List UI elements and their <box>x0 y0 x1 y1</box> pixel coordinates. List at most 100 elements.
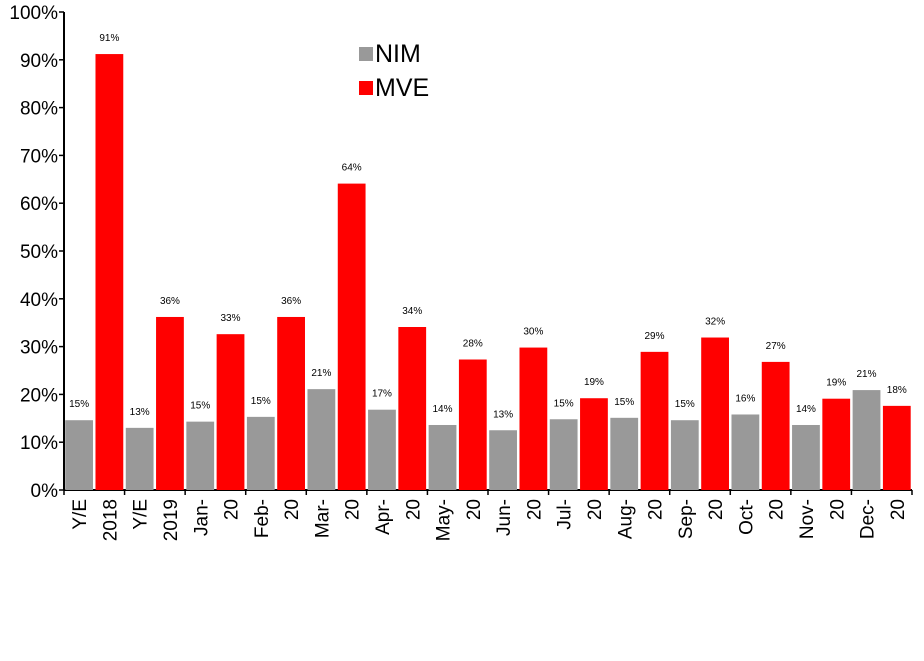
bar-nim-13 <box>852 390 881 490</box>
x-tick-label: 20 <box>524 499 545 520</box>
bar-nim-0 <box>65 420 93 490</box>
x-tick-label: 20 <box>646 499 667 520</box>
bar-mve-9 <box>640 351 669 490</box>
bars <box>65 54 911 491</box>
bar-nim-1 <box>125 427 154 490</box>
x-tick-label: Jan- <box>191 499 212 536</box>
y-tick-label: 10% <box>20 433 58 454</box>
bar-mve-5 <box>398 327 427 490</box>
data-label-nim-10: 15% <box>675 399 695 410</box>
bar-nim-10 <box>670 420 699 490</box>
bar-nim-4 <box>307 389 336 490</box>
data-label-mve-2: 33% <box>221 313 241 324</box>
bar-mve-4 <box>337 183 366 491</box>
data-label-nim-5: 17% <box>372 389 392 400</box>
bar-nim-6 <box>428 424 457 490</box>
bar-nim-5 <box>368 409 396 490</box>
y-axis: 0% 10% 20% 30% 40% 50% 60% 70% 80% 90% 100% <box>9 3 65 502</box>
bar-nim-12 <box>792 424 820 490</box>
x-tick-label: 20 <box>888 499 909 520</box>
data-label-mve-8: 19% <box>584 377 604 388</box>
y-tick-label: 80% <box>20 99 58 120</box>
bar-mve-2 <box>216 334 245 490</box>
x-tick-label: Sep- <box>676 499 697 539</box>
y-tick-label: 40% <box>20 290 58 311</box>
bar-nim-2 <box>186 421 215 490</box>
data-label-nim-6: 14% <box>433 404 453 415</box>
x-tick-label: 20 <box>403 499 424 520</box>
bar-mve-13 <box>882 405 911 490</box>
data-label-nim-2: 15% <box>190 401 210 412</box>
data-label-nim-3: 15% <box>251 396 271 407</box>
y-tick-label: 30% <box>20 338 58 359</box>
data-label-nim-13: 21% <box>857 369 877 380</box>
x-tick-label: Oct- <box>736 499 757 535</box>
data-label-mve-1: 36% <box>160 296 180 307</box>
bar-mve-7 <box>519 347 548 490</box>
data-label-nim-7: 13% <box>493 409 513 420</box>
legend: NIM MVE <box>359 40 429 102</box>
bar-nim-3 <box>246 416 275 490</box>
x-axis: Y/E 2018 Y/E 2019 Jan- 20 Feb- 20 Mar- 20 Apr- 20 Ma… <box>63 489 913 541</box>
bar-nim-9 <box>610 417 639 490</box>
data-label-nim-8: 15% <box>554 398 574 409</box>
y-tick-label: 60% <box>20 194 58 215</box>
y-tick-label: 100% <box>9 3 58 24</box>
x-tick-label: Aug- <box>615 499 636 539</box>
bar-mve-11 <box>761 361 790 490</box>
data-label-nim-1: 13% <box>130 407 150 418</box>
bar-mve-0 <box>95 54 124 491</box>
y-tick-label: 0% <box>31 481 59 502</box>
data-label-mve-5: 34% <box>402 306 422 317</box>
x-tick-label: Jun- <box>494 499 515 536</box>
data-label-mve-7: 30% <box>523 327 543 338</box>
x-tick-label: Mar- <box>312 499 333 538</box>
legend-swatch-nim <box>359 47 373 61</box>
legend-label-nim: NIM <box>375 40 421 68</box>
legend-swatch-mve <box>359 81 373 95</box>
bar-mve-6 <box>458 359 487 490</box>
x-tick-label: Dec- <box>858 499 879 539</box>
data-label-mve-11: 27% <box>766 341 786 352</box>
data-label-mve-12: 19% <box>826 378 846 389</box>
x-tick-label: 20 <box>282 499 303 520</box>
x-tick-label: Y/E <box>131 499 152 530</box>
bar-mve-8 <box>580 398 608 490</box>
x-tick-label: 20 <box>585 499 606 520</box>
data-label-nim-9: 15% <box>614 397 634 408</box>
x-tick-label: May- <box>434 499 455 541</box>
x-tick-label: 20 <box>706 499 727 520</box>
data-label-mve-3: 36% <box>281 296 301 307</box>
data-label-nim-4: 21% <box>311 368 331 379</box>
x-tick-label: Jul- <box>555 499 576 530</box>
data-label-mve-13: 18% <box>887 385 907 396</box>
data-label-mve-10: 32% <box>705 317 725 328</box>
data-label-nim-0: 15% <box>69 399 89 410</box>
y-tick-label: 50% <box>20 242 58 263</box>
x-tick-label: 20 <box>767 499 788 520</box>
data-label-mve-9: 29% <box>645 331 665 342</box>
bar-nim-7 <box>489 430 517 490</box>
y-tick-label: 20% <box>20 385 58 406</box>
y-tick-label: 90% <box>20 51 58 72</box>
x-tick-label: 20 <box>343 499 364 520</box>
x-tick-label: 20 <box>222 499 243 520</box>
data-label-mve-4: 64% <box>342 163 362 174</box>
x-tick-label: Nov- <box>797 499 818 539</box>
data-label-nim-11: 16% <box>735 393 755 404</box>
data-labels: 15% 13% 15% 15% 21% 17% 14% 13% 15% 15% 15% 16% 14% 2… <box>69 33 907 420</box>
data-label-nim-12: 14% <box>796 404 816 415</box>
bar-mve-12 <box>822 398 851 490</box>
legend-label-mve: MVE <box>375 74 429 102</box>
bar-mve-3 <box>277 316 305 490</box>
y-tick-label: 70% <box>20 146 58 167</box>
x-tick-label: 2019 <box>161 499 182 541</box>
data-label-mve-0: 91% <box>99 33 119 44</box>
x-tick-label: Y/E <box>70 499 91 530</box>
x-tick-label: 2018 <box>100 499 121 541</box>
x-tick-label: Feb- <box>252 499 273 538</box>
x-tick-label: 20 <box>827 499 848 520</box>
x-tick-label: 20 <box>464 499 485 520</box>
x-tick-label: Apr- <box>373 499 394 535</box>
